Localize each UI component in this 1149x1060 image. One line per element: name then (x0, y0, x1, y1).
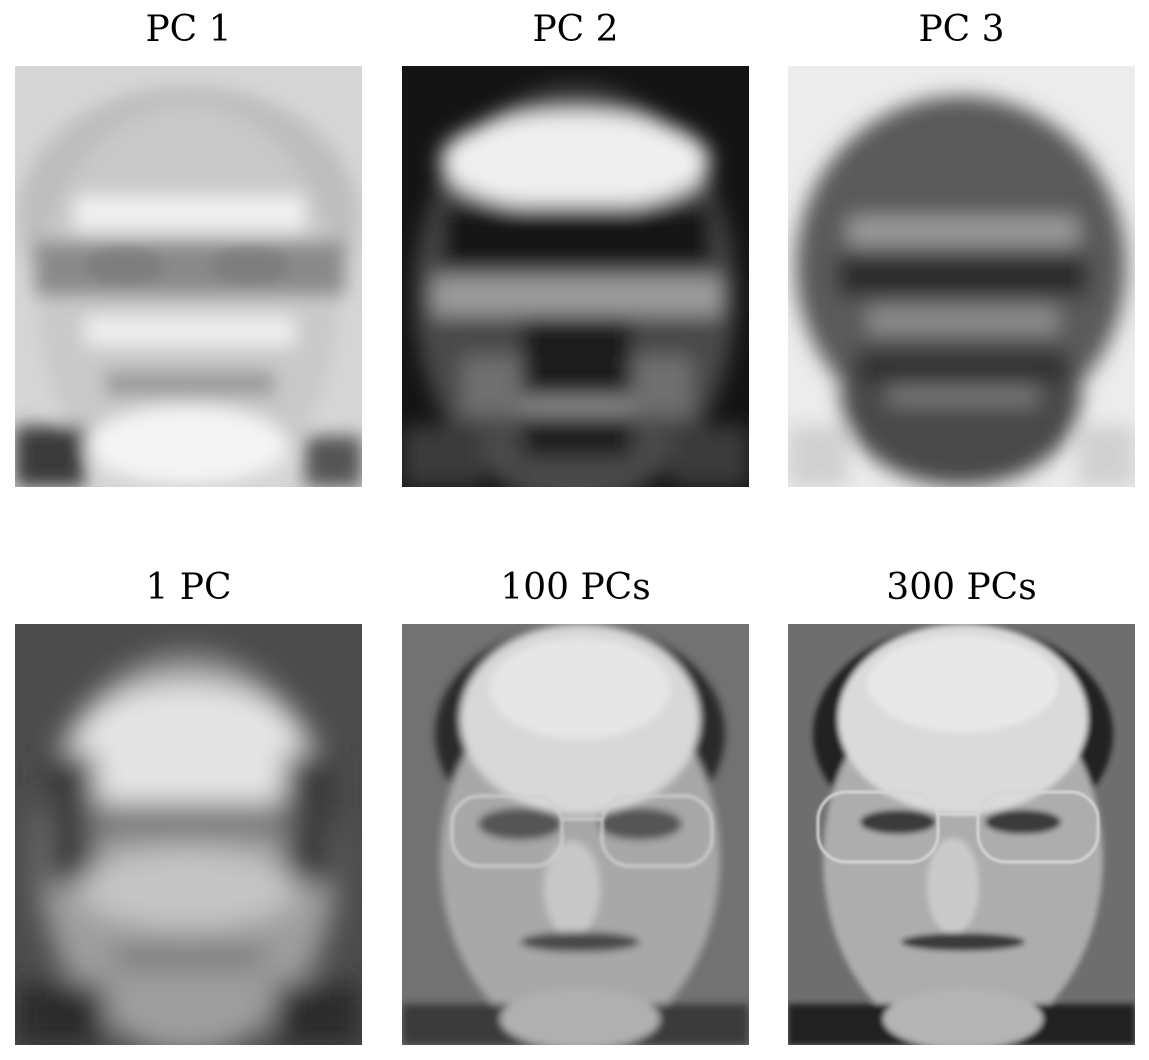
eigenface-image-pc-2 (402, 66, 749, 487)
panel-title: 100 PCs (500, 567, 651, 608)
eigenface-image-pc-1 (15, 66, 362, 487)
reconstruction-image-100-pcs (402, 624, 749, 1045)
eigenface-image-pc-3 (788, 66, 1135, 487)
panel-title: PC 2 (532, 9, 619, 50)
panel-title: PC 1 (145, 9, 232, 50)
panel-title: 300 PCs (886, 567, 1037, 608)
reconstruction-image-300-pcs (788, 624, 1135, 1045)
panel-title: 1 PC (145, 567, 232, 608)
reconstruction-image-1-pc (15, 624, 362, 1045)
panel-title: PC 3 (918, 9, 1005, 50)
